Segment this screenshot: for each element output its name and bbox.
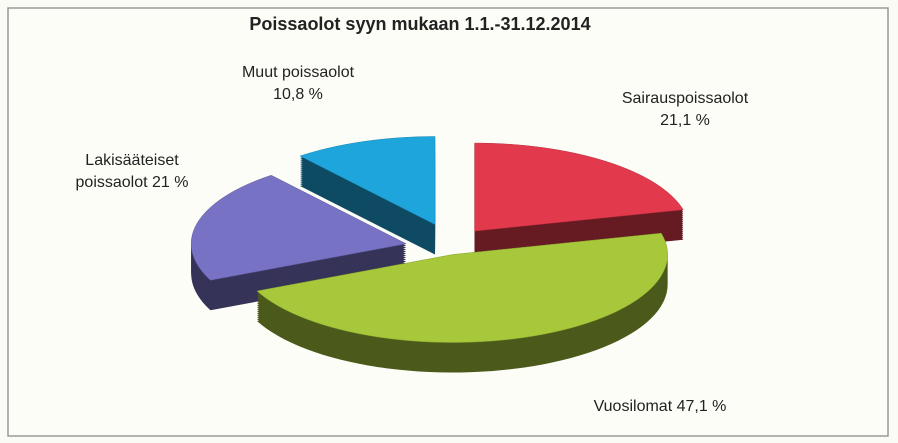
category-label: Muut poissaolot <box>241 64 355 81</box>
pie-slice <box>256 232 668 343</box>
category-label: Lakisääteiset poissaolot <box>75 152 179 191</box>
chart-title: Poissaolot syyn mukaan 1.1.-31.12.2014 <box>249 14 591 34</box>
category-label: Sairauspoissaolot <box>621 90 749 107</box>
pie-slice <box>299 136 436 225</box>
value-label: 47,1 % <box>676 398 727 415</box>
slice-label: Lakisääteiset poissaolot 21 % <box>52 150 212 194</box>
pie-slice <box>474 142 684 232</box>
value-label: 21,1 % <box>660 112 710 129</box>
slice-label: Muut poissaolot 10,8 % <box>228 62 368 106</box>
value-label: 10,8 % <box>273 86 323 103</box>
value-label: 21 % <box>152 174 189 191</box>
pie-slice <box>190 175 407 281</box>
slice-label: Vuosilomat 47,1 % <box>560 396 760 418</box>
slice-label: Sairauspoissaolot 21,1 % <box>600 88 770 132</box>
category-label: Vuosilomat <box>593 398 673 415</box>
